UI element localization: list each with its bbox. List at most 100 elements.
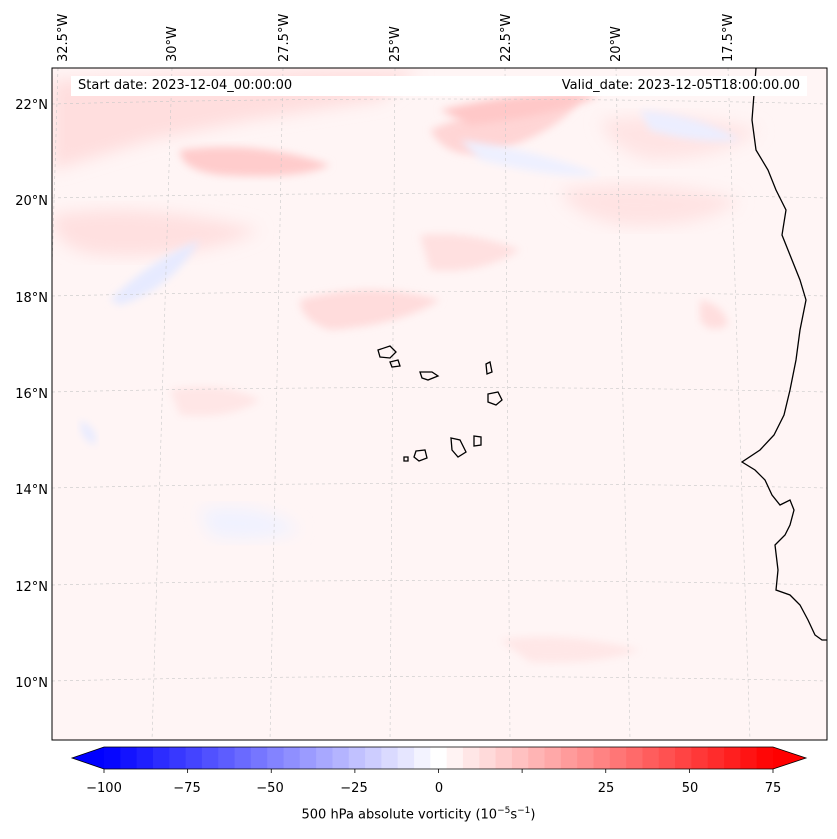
- lon-label: 22.5°W: [499, 13, 514, 62]
- colorbar-swatch: [756, 747, 774, 769]
- colorbar-extend-min: [72, 747, 104, 769]
- vorticity-patch: [430, 100, 580, 155]
- lon-label: 27.5°W: [277, 13, 292, 62]
- colorbar-swatch: [201, 747, 219, 769]
- colorbar-extend-max: [773, 747, 806, 769]
- vorticity-patch: [700, 300, 728, 329]
- lon-label: 32.5°W: [56, 13, 71, 62]
- colorbar-tick-label: 0: [434, 781, 444, 796]
- colorbar-swatch: [430, 747, 448, 769]
- vorticity-patch: [420, 234, 520, 271]
- colorbar-swatch: [707, 747, 725, 769]
- vorticity-negative-patches: [80, 110, 740, 539]
- colorbar-swatch: [234, 747, 252, 769]
- colorbar-swatch: [479, 747, 497, 769]
- colorbar-swatch: [675, 747, 692, 769]
- cape-verde-island: [403, 456, 409, 462]
- colorbar-tick-label: 50: [681, 781, 699, 796]
- colorbar-swatch: [724, 747, 741, 769]
- lon-label: 25°W: [388, 26, 403, 62]
- lat-label: 20°N: [15, 194, 48, 209]
- lon-label: 30°W: [165, 26, 180, 62]
- vorticity-patch: [460, 140, 600, 176]
- lat-label: 10°N: [15, 676, 48, 691]
- colorbar-swatch: [446, 747, 464, 769]
- vorticity-field-background: [52, 68, 827, 740]
- colorbar-tick-label: −75: [173, 781, 201, 796]
- colorbar-swatch: [593, 747, 611, 769]
- gridlines: [52, 68, 827, 740]
- colorbar-swatch: [218, 747, 236, 769]
- colorbar-swatch: [365, 747, 382, 769]
- vorticity-patch: [500, 636, 640, 663]
- colorbar-swatch: [462, 747, 480, 769]
- vorticity-patch: [170, 386, 260, 416]
- lat-label: 16°N: [15, 387, 48, 402]
- colorbar-swatch: [414, 747, 431, 769]
- colorbar-swatch: [528, 747, 546, 769]
- colorbar-swatch: [691, 747, 709, 769]
- colorbar-swatch: [332, 747, 350, 769]
- colorbar-swatch: [495, 747, 513, 769]
- vorticity-patch: [52, 210, 260, 256]
- colorbar-swatch: [740, 747, 758, 769]
- colorbar-swatch: [658, 747, 676, 769]
- colorbar-swatch: [397, 747, 415, 769]
- colorbar-swatch: [626, 747, 643, 769]
- cape-verde-island: [377, 345, 397, 359]
- colorbar-swatch: [283, 747, 301, 769]
- colorbar-swatch: [267, 747, 284, 769]
- lon-label: 20°W: [609, 26, 624, 62]
- colorbar-swatch: [642, 747, 660, 769]
- vorticity-patch: [600, 116, 760, 160]
- colorbar-swatch: [169, 747, 187, 769]
- vorticity-patch: [560, 184, 740, 226]
- cape-verde-island: [485, 361, 493, 375]
- lon-label: 17.5°W: [721, 13, 736, 62]
- vorticity-patch: [110, 240, 200, 305]
- colorbar-swatch: [560, 747, 578, 769]
- cape-verde-island: [450, 437, 467, 458]
- vorticity-patch: [180, 147, 330, 177]
- vorticity-patch: [200, 507, 300, 539]
- lat-label: 12°N: [15, 580, 48, 595]
- colorbar-swatch: [381, 747, 399, 769]
- colorbar-swatch: [511, 747, 529, 769]
- colorbar-label: 500 hPa absolute vorticity (10−5s−1): [301, 806, 536, 823]
- colorbar-swatch: [316, 747, 333, 769]
- vorticity-patch: [440, 94, 600, 125]
- colorbar-tick-label: 75: [764, 781, 782, 796]
- colorbar-swatch: [577, 747, 595, 769]
- vorticity-patch: [80, 420, 96, 445]
- cape-verde-island: [413, 449, 428, 462]
- map-frame: [51, 67, 828, 741]
- start-date-label: Start date: 2023-12-04_00:00:00: [78, 78, 293, 93]
- cape-verde-island: [389, 359, 401, 368]
- valid-date-label: Valid_date: 2023-12-05T18:00:00.00: [561, 78, 800, 93]
- colorbar-swatch: [544, 747, 562, 769]
- colorbar-swatch: [136, 747, 154, 769]
- cape-verde-island: [419, 371, 440, 381]
- lat-label: 18°N: [15, 291, 48, 306]
- colorbar-swatch: [152, 747, 170, 769]
- coastlines: [377, 68, 827, 641]
- colorbar-swatch: [185, 747, 203, 769]
- colorbar-swatch: [104, 747, 121, 769]
- cape-verde-island: [487, 391, 503, 406]
- africa-coastline: [740, 68, 827, 641]
- colorbar: [70, 746, 808, 773]
- lat-label: 22°N: [15, 98, 48, 113]
- colorbar-tick-label: −50: [256, 781, 284, 796]
- colorbar-swatch: [299, 747, 317, 769]
- colorbar-tick-label: −100: [86, 781, 122, 796]
- cape-verde-island: [473, 435, 482, 447]
- lat-label: 14°N: [15, 483, 48, 498]
- colorbar-tick-label: 25: [597, 781, 615, 796]
- colorbar-tick-label: −25: [340, 781, 368, 796]
- colorbar-swatch: [609, 747, 627, 769]
- vorticity-patch: [640, 110, 740, 142]
- map-area: [52, 68, 827, 740]
- vorticity-patch: [300, 290, 440, 330]
- info-banner: Start date: 2023-12-04_00:00:00 Valid_da…: [71, 76, 807, 96]
